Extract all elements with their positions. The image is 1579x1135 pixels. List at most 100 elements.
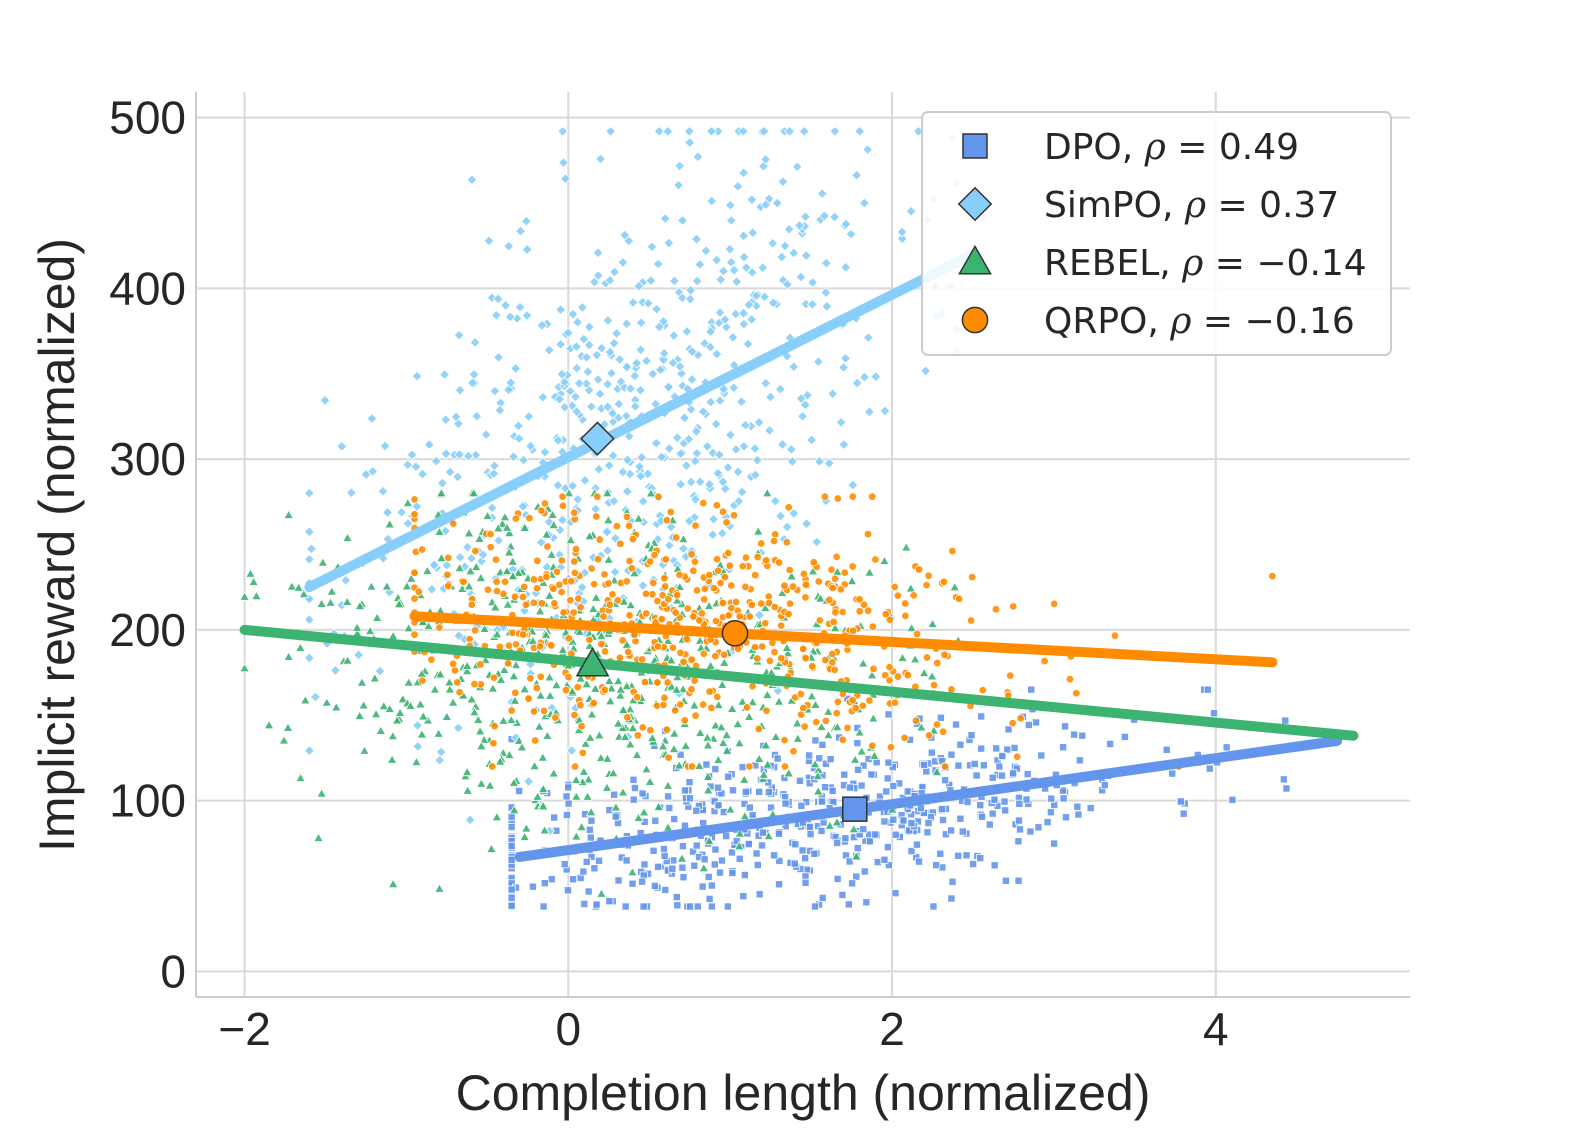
- data-point: [840, 770, 849, 779]
- data-point: [483, 585, 493, 594]
- data-point: [754, 724, 763, 734]
- data-point: [703, 600, 715, 610]
- data-point: [535, 690, 547, 700]
- data-point: [635, 344, 647, 356]
- data-point: [873, 858, 882, 867]
- data-point: [826, 755, 835, 764]
- data-point: [595, 752, 607, 762]
- data-point: [629, 401, 641, 412]
- data-point: [922, 653, 932, 662]
- data-point: [574, 626, 586, 636]
- data-point: [579, 474, 591, 486]
- data-point: [676, 853, 688, 863]
- data-point: [537, 391, 549, 403]
- data-point: [309, 691, 321, 703]
- data-point: [800, 211, 811, 223]
- data-point: [621, 485, 633, 497]
- data-point: [728, 264, 740, 276]
- data-point: [581, 678, 593, 689]
- data-point: [603, 675, 615, 685]
- data-point: [916, 722, 927, 732]
- data-point: [995, 762, 1004, 771]
- data-point: [854, 727, 866, 737]
- data-point: [471, 546, 480, 556]
- data-point: [707, 902, 716, 911]
- data-point: [387, 630, 399, 640]
- data-point: [711, 348, 723, 360]
- data-point: [444, 466, 456, 478]
- data-point: [777, 176, 789, 188]
- data-point: [956, 740, 965, 749]
- legend-marker-dpo: [962, 133, 988, 159]
- data-point: [822, 706, 834, 716]
- data-point: [796, 689, 805, 699]
- data-point: [686, 346, 698, 358]
- data-point: [430, 455, 442, 467]
- data-point: [645, 557, 655, 566]
- data-point: [801, 854, 810, 863]
- data-point: [840, 352, 851, 364]
- data-point: [412, 741, 424, 752]
- data-point: [560, 860, 569, 869]
- data-point: [725, 804, 736, 814]
- data-point: [710, 720, 722, 730]
- data-point: [455, 688, 464, 697]
- data-point: [619, 229, 631, 241]
- data-point: [716, 679, 728, 689]
- data-point: [718, 507, 728, 516]
- data-point: [651, 303, 663, 315]
- data-point: [379, 440, 391, 452]
- data-point: [470, 561, 482, 571]
- data-point: [710, 418, 722, 430]
- data-point: [544, 671, 555, 682]
- data-point: [889, 815, 898, 824]
- data-point: [869, 750, 880, 760]
- data-point: [394, 707, 406, 717]
- data-point: [633, 280, 645, 292]
- data-point: [836, 585, 846, 594]
- data-point: [952, 720, 961, 729]
- data-point: [711, 651, 720, 661]
- data-point: [418, 676, 427, 685]
- data-point: [374, 665, 386, 677]
- data-point: [687, 550, 696, 559]
- data-point: [596, 630, 607, 640]
- data-point: [604, 346, 616, 358]
- data-point: [558, 157, 569, 169]
- fit-line-simpo: [304, 249, 978, 593]
- data-point: [694, 635, 706, 645]
- data-point: [539, 446, 551, 458]
- data-point: [559, 376, 570, 388]
- data-point: [597, 639, 606, 649]
- data-point: [857, 781, 866, 790]
- data-point: [738, 251, 750, 263]
- data-point: [781, 521, 793, 533]
- data-point: [859, 371, 870, 383]
- data-point: [584, 530, 595, 541]
- data-point: [499, 511, 511, 522]
- data-point: [532, 791, 543, 801]
- data-point: [707, 529, 719, 541]
- data-point: [786, 570, 797, 581]
- data-point: [829, 622, 841, 633]
- data-point: [570, 557, 579, 566]
- data-point: [662, 780, 674, 790]
- data-point: [978, 685, 987, 695]
- data-point: [653, 801, 665, 811]
- data-point: [570, 710, 579, 720]
- data-point: [552, 434, 564, 446]
- data-point: [444, 553, 453, 563]
- data-point: [525, 440, 536, 452]
- data-point: [896, 226, 908, 238]
- data-point: [391, 715, 403, 725]
- data-point: [1120, 732, 1129, 741]
- data-point: [889, 782, 898, 791]
- data-point: [471, 410, 483, 422]
- data-point: [508, 670, 520, 681]
- data-point: [534, 605, 546, 616]
- data-point: [1282, 784, 1291, 793]
- data-point: [710, 860, 719, 869]
- data-point: [1047, 794, 1056, 803]
- data-point: [698, 882, 707, 891]
- data-point: [1210, 709, 1219, 718]
